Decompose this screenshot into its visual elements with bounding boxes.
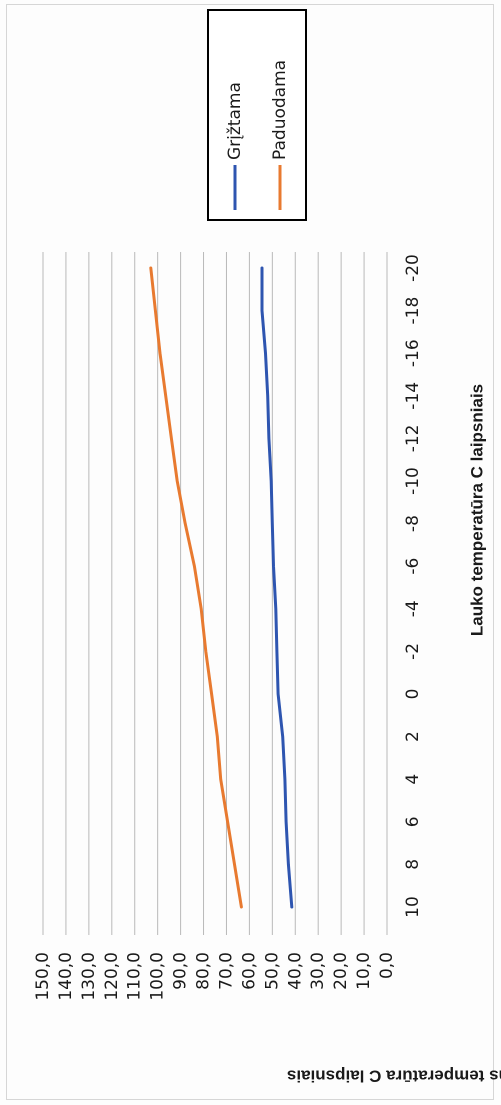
value-tick-label: 60,0 [239,952,259,990]
series-lines [149,266,294,909]
category-tick-label: -6 [403,558,423,575]
legend-label: Grįžtama [225,82,245,160]
category-tick-label: -20 [403,254,423,282]
value-tick-label: 90,0 [171,952,191,990]
value-tick-label: 40,0 [285,952,305,990]
category-tick-label: 6 [403,816,423,827]
category-tick-label: 2 [403,731,423,742]
value-tick-label: 120,0 [102,952,122,1001]
value-tick-label: 50,0 [262,952,282,990]
value-tick-label: 150,0 [33,952,53,1001]
value-axis-ticks: 0,010,020,030,040,050,060,070,080,090,01… [33,952,397,1001]
value-tick-label: 20,0 [331,952,351,990]
category-tick-label: -4 [403,600,423,617]
category-tick-label: 10 [403,896,423,918]
category-tick-label: -10 [403,467,423,495]
value-tick-label: 140,0 [56,952,76,1001]
category-tick-label: -14 [403,382,423,410]
category-tick-label: 0 [403,689,423,700]
chart-frame [6,4,494,1100]
category-axis-ticks: 10 8 6 4 2 0 -2 -4 -6 -8 -10 -12 -14 -16 -18 -20 [403,254,423,918]
value-tick-label: 0,0 [377,952,397,979]
category-tick-label: -8 [403,515,423,532]
category-tick-label: -16 [403,339,423,367]
value-tick-label: 130,0 [79,952,99,1001]
category-tick-label: -12 [403,425,423,453]
series-line [149,266,243,909]
category-tick-label: 8 [403,859,423,870]
value-tick-label: 10,0 [354,952,374,990]
gridlines [42,252,388,935]
series-line [260,266,294,909]
value-tick-label: 80,0 [194,952,214,990]
x-axis-title: Lauko temperatūra C laipsniais [467,384,486,636]
y-axis-title: Vandens temperatūra C laipsniais [287,1067,501,1086]
legend-box [207,9,307,221]
legend-label: Paduodama [270,60,290,160]
value-tick-label: 30,0 [308,952,328,990]
category-tick-label: -2 [403,643,423,660]
value-tick-label: 70,0 [216,952,236,990]
legend: Grįžtama Paduodama [207,9,307,221]
value-tick-label: 100,0 [148,952,168,1001]
category-tick-label: 4 [403,774,423,785]
value-tick-label: 110,0 [125,952,145,1001]
category-tick-label: -18 [403,297,423,325]
